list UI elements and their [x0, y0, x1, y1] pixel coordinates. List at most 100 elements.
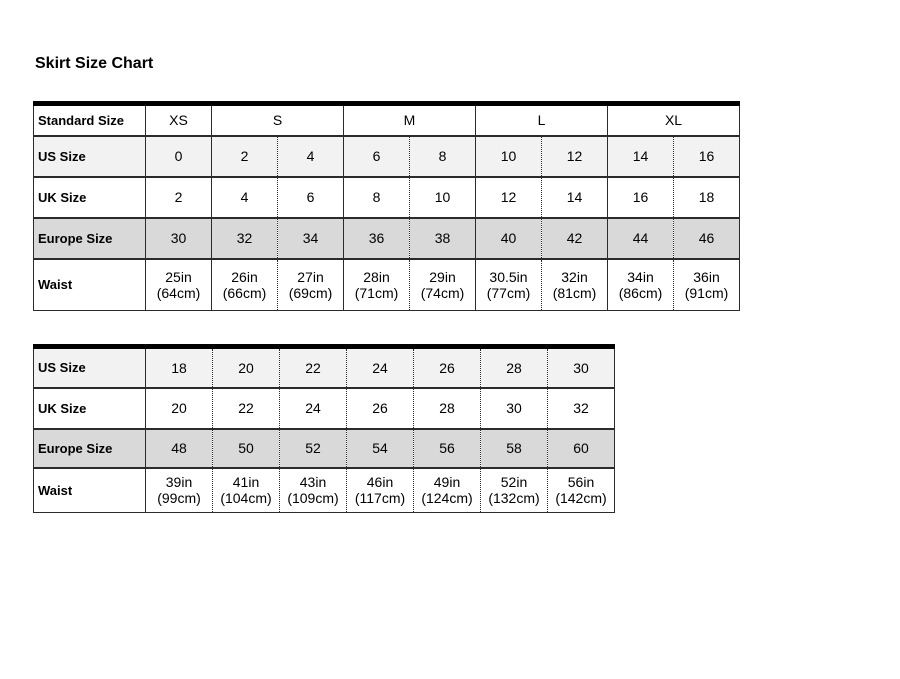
size-value-cell: 34 [277, 216, 344, 259]
size-value-cell: 24 [346, 345, 414, 388]
waist-cm: (74cm) [420, 284, 465, 301]
size-value-cell: 48 [145, 427, 213, 468]
row-label-europe-size: Europe Size [33, 427, 146, 468]
size-value-cell: 18 [145, 345, 213, 388]
size-value-cell: 10 [409, 175, 476, 218]
size-value-cell: 2 [211, 134, 278, 177]
size-value-cell: 16 [673, 134, 740, 177]
waist-value-cell: 27in (69cm) [277, 257, 344, 311]
size-group-s: S [211, 102, 344, 136]
size-value-cell: 12 [475, 175, 542, 218]
waist-cm: (132cm) [488, 490, 540, 507]
size-value-cell: 56 [413, 427, 481, 468]
size-value-cell: 58 [480, 427, 548, 468]
size-group-l: L [475, 102, 608, 136]
size-value-cell: 4 [277, 134, 344, 177]
waist-cm: (64cm) [156, 284, 201, 301]
size-value-cell: 26 [346, 386, 414, 429]
size-value-cell: 6 [277, 175, 344, 218]
page-title: Skirt Size Chart [35, 55, 154, 72]
size-value-cell: 20 [212, 345, 280, 388]
size-value-cell: 30 [145, 216, 212, 259]
waist-value-cell: 39in (99cm) [145, 466, 213, 513]
waist-inches: 56in [567, 474, 595, 491]
row-label-standard-size: Standard Size [33, 102, 146, 136]
waist-inches: 52in [500, 474, 528, 491]
size-value-cell: 38 [409, 216, 476, 259]
size-value-cell: 28 [480, 345, 548, 388]
row-label-uk-size: UK Size [33, 386, 146, 429]
waist-inches: 29in [429, 268, 456, 285]
waist-cm: (142cm) [555, 490, 607, 507]
waist-value-cell: 29in (74cm) [409, 257, 476, 311]
row-label-waist: Waist [33, 257, 146, 311]
waist-value-cell: 34in (86cm) [607, 257, 674, 311]
size-value-cell: 44 [607, 216, 674, 259]
waist-cm: (69cm) [288, 284, 333, 301]
uk-size-row: UK Size 2 4 6 8 10 12 14 16 18 [33, 175, 740, 218]
waist-value-cell: 25in (64cm) [145, 257, 212, 311]
waist-cm: (71cm) [354, 284, 399, 301]
size-value-cell: 54 [346, 427, 414, 468]
waist-inches: 39in [165, 474, 193, 491]
size-chart-container: Standard Size XS S M L XL US Size 0 2 4 … [33, 101, 900, 513]
skirt-size-table-extended: US Size 18 20 22 24 26 28 30 UK Size 20 … [33, 344, 615, 513]
size-value-cell: 36 [343, 216, 410, 259]
size-value-cell: 10 [475, 134, 542, 177]
size-value-cell: 12 [541, 134, 608, 177]
size-value-cell: 8 [343, 175, 410, 218]
waist-cm: (104cm) [220, 490, 272, 507]
size-value-cell: 60 [547, 427, 615, 468]
waist-cm: (91cm) [684, 284, 729, 301]
waist-value-cell: 26in (66cm) [211, 257, 278, 311]
size-value-cell: 2 [145, 175, 212, 218]
size-value-cell: 26 [413, 345, 481, 388]
waist-inches: 30.5in [489, 268, 528, 285]
waist-inches: 25in [165, 268, 192, 285]
size-value-cell: 32 [211, 216, 278, 259]
waist-inches: 26in [231, 268, 258, 285]
europe-size-row: Europe Size 48 50 52 54 56 58 60 [33, 427, 615, 468]
row-label-waist: Waist [33, 466, 146, 513]
size-value-cell: 4 [211, 175, 278, 218]
size-value-cell: 20 [145, 386, 213, 429]
size-value-cell: 52 [279, 427, 347, 468]
waist-value-cell: 28in (71cm) [343, 257, 410, 311]
waist-value-cell: 46in (117cm) [346, 466, 414, 513]
waist-inches: 32in [561, 268, 588, 285]
standard-size-header-row: Standard Size XS S M L XL [33, 102, 740, 136]
waist-inches: 34in [627, 268, 654, 285]
size-group-xs: XS [145, 102, 212, 136]
size-value-cell: 50 [212, 427, 280, 468]
size-value-cell: 46 [673, 216, 740, 259]
size-value-cell: 16 [607, 175, 674, 218]
size-value-cell: 6 [343, 134, 410, 177]
waist-cm: (124cm) [421, 490, 473, 507]
size-value-cell: 8 [409, 134, 476, 177]
size-group-xl: XL [607, 102, 740, 136]
size-value-cell: 18 [673, 175, 740, 218]
waist-inches: 41in [232, 474, 260, 491]
waist-inches: 27in [297, 268, 324, 285]
row-label-us-size: US Size [33, 134, 146, 177]
size-value-cell: 42 [541, 216, 608, 259]
size-value-cell: 32 [547, 386, 615, 429]
size-value-cell: 28 [413, 386, 481, 429]
size-value-cell: 14 [607, 134, 674, 177]
us-size-row: US Size 18 20 22 24 26 28 30 [33, 345, 615, 388]
row-label-europe-size: Europe Size [33, 216, 146, 259]
waist-value-cell: 49in (124cm) [413, 466, 481, 513]
row-label-us-size: US Size [33, 345, 146, 388]
waist-value-cell: 43in (109cm) [279, 466, 347, 513]
waist-inches: 49in [433, 474, 461, 491]
waist-inches: 28in [363, 268, 390, 285]
waist-row: Waist 25in (64cm) 26in (66cm) 27in (69cm) 2… [33, 257, 740, 311]
waist-cm: (117cm) [354, 490, 406, 507]
waist-cm: (99cm) [157, 490, 201, 507]
waist-value-cell: 32in (81cm) [541, 257, 608, 311]
waist-inches: 43in [299, 474, 327, 491]
size-value-cell: 30 [480, 386, 548, 429]
waist-cm: (86cm) [618, 284, 663, 301]
waist-value-cell: 36in (91cm) [673, 257, 740, 311]
waist-inches: 46in [366, 474, 394, 491]
